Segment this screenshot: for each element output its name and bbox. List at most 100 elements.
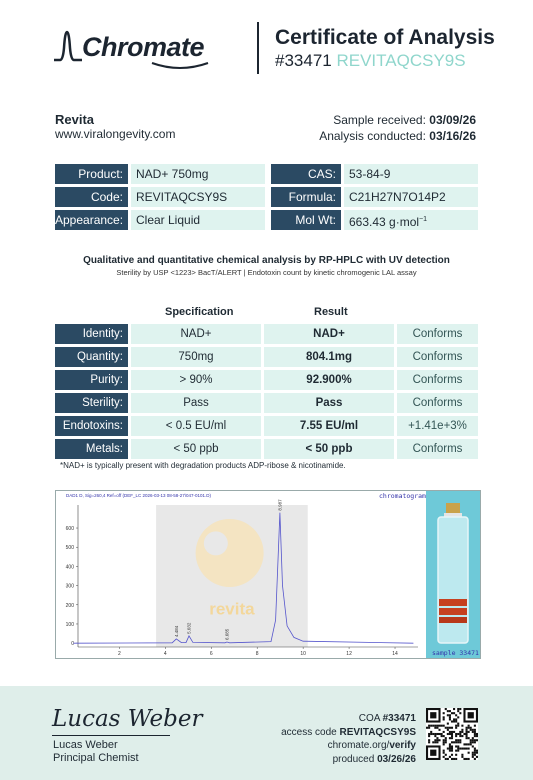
qr-module: [442, 730, 445, 733]
qr-module: [450, 737, 454, 740]
qr-module: [461, 735, 464, 738]
sample-tag: sample 33471: [432, 649, 479, 657]
qr-module: [457, 732, 460, 736]
qr-module: [455, 757, 458, 760]
vial-icon: [437, 503, 469, 644]
qr-module: [465, 730, 468, 733]
y-tick-label: 600: [66, 526, 75, 532]
results-table: Identity: NAD+ NAD+ Conforms Quantity: 750mg 8…: [55, 324, 478, 462]
qr-module: [453, 712, 456, 715]
y-tick-label: 400: [66, 564, 75, 570]
qr-module: [436, 726, 439, 729]
qr-module: [448, 730, 451, 733]
qr-module: [465, 728, 468, 731]
qr-module: [453, 741, 456, 744]
qr-module: [442, 724, 445, 727]
watermark-logo-cut: [203, 531, 228, 556]
qr-module: [448, 710, 451, 713]
qr-module: [450, 747, 454, 750]
watermark-text: revita: [209, 599, 255, 618]
qr-module: [457, 749, 460, 752]
produced-label: produced: [332, 753, 375, 765]
qr-module: [450, 741, 454, 744]
qr-module: [455, 741, 458, 744]
client-website[interactable]: www.viralongevity.com: [55, 127, 176, 141]
verify-link[interactable]: chromate.org/verify: [281, 739, 416, 753]
qr-module: [434, 735, 437, 738]
qr-module: [467, 743, 470, 746]
qr-module: [459, 712, 462, 715]
qr-module: [473, 753, 476, 756]
qr-module: [448, 726, 451, 729]
qr-module: [434, 739, 437, 742]
qr-module: [455, 718, 458, 721]
qr-module: [461, 747, 464, 750]
result-spec: Pass: [131, 393, 261, 413]
qr-module: [475, 739, 478, 742]
result-label: Quantity:: [55, 347, 128, 367]
result-status: Conforms: [397, 439, 478, 459]
qr-module: [459, 735, 462, 738]
watermark-logo: [195, 518, 264, 587]
molwt-exponent: −1: [419, 216, 428, 223]
qr-module: [450, 732, 454, 736]
qr-code-icon[interactable]: [426, 708, 478, 760]
signer-name: Lucas Weber: [53, 739, 118, 751]
result-label: Purity:: [55, 370, 128, 390]
qr-module: [448, 737, 451, 740]
qr-module: [432, 741, 435, 744]
qr-module: [465, 737, 468, 740]
qr-module: [461, 728, 464, 731]
cas-label: CAS:: [271, 164, 341, 184]
qr-module: [473, 747, 476, 750]
qr-module: [448, 755, 451, 758]
qr-module: [469, 726, 472, 729]
qr-module: [459, 730, 462, 733]
qr-module: [434, 741, 437, 744]
qr-module: [442, 735, 445, 738]
peak-label: 6.685: [224, 628, 229, 640]
qr-module: [455, 732, 458, 736]
qr-module: [473, 739, 476, 742]
y-tick-label: 200: [66, 603, 75, 609]
qr-module: [469, 741, 472, 744]
x-tick-label: 12: [346, 651, 352, 657]
qr-module: [467, 751, 470, 754]
qr-module: [448, 732, 451, 736]
info-row: Code: REVITAQCSY9S Formula: C21H27N7O14P…: [55, 187, 478, 207]
qr-module: [428, 726, 431, 729]
qr-module: [442, 751, 445, 754]
qr-module: [453, 730, 456, 733]
chromatogram-trace: [73, 512, 414, 644]
qr-module: [442, 716, 445, 719]
formula-value: C21H27N7O14P2: [344, 187, 478, 207]
result-spec: < 50 ppb: [131, 439, 261, 459]
cas-value: 53-84-9: [344, 164, 478, 184]
qr-module: [473, 741, 476, 744]
chromate-logo: Chromate: [52, 28, 212, 69]
info-row: Product: NAD+ 750mg CAS: 53-84-9: [55, 164, 478, 184]
qr-module: [455, 714, 458, 717]
qr-module: [465, 732, 468, 736]
qr-module: [448, 743, 451, 746]
qr-module: [428, 741, 431, 744]
chromatogram-tag: chromatogram: [379, 492, 426, 500]
brand-name: Chromate: [82, 32, 205, 62]
signature-line: [52, 735, 170, 736]
qr-module: [444, 753, 447, 756]
molwt-number: 663.43 g·mol: [349, 215, 420, 229]
chromatogram-logo-icon: [54, 30, 82, 62]
qr-module: [457, 710, 460, 713]
qr-module: [446, 747, 449, 750]
qr-module: [469, 743, 472, 746]
qr-module: [455, 724, 458, 727]
qr-module: [444, 739, 447, 742]
qr-module: [473, 728, 476, 731]
qr-module: [459, 741, 462, 744]
qr-module: [457, 747, 460, 750]
result-status: Conforms: [397, 393, 478, 413]
qr-module: [448, 716, 451, 719]
qr-module: [457, 745, 460, 748]
qr-module: [473, 735, 476, 738]
qr-module: [465, 726, 468, 729]
